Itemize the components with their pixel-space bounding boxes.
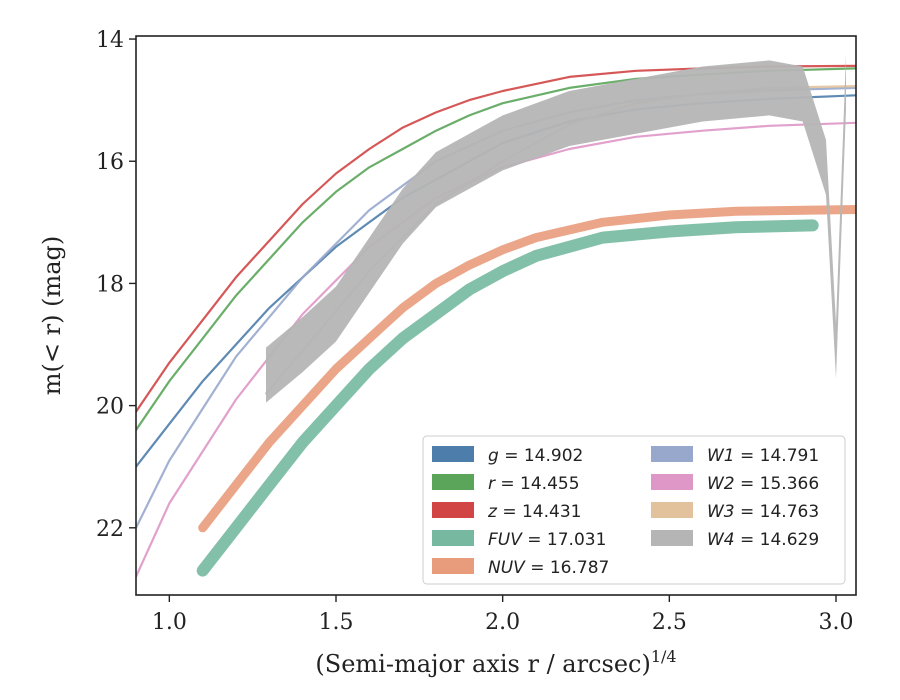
y-tick-label: 20 — [96, 395, 124, 420]
x-tick-label: 2.5 — [652, 610, 687, 635]
legend-swatch — [432, 474, 474, 490]
legend-swatch — [432, 558, 474, 574]
legend-item: NUV = 16.787 — [432, 558, 609, 578]
legend-item: W4 = 14.629 — [651, 530, 819, 550]
x-tick-label: 1.5 — [319, 610, 354, 635]
legend-item: W2 = 15.366 — [651, 474, 819, 494]
plot-frame — [135, 35, 857, 596]
legend-label: W3 = 14.763 — [707, 502, 819, 522]
legend-label: g = 14.902 — [488, 446, 583, 466]
y-tick-label: 16 — [96, 150, 124, 175]
axes-layer: 1.0 1.5 2.0 2.5 3.0 14 16 18 20 22 — [96, 28, 857, 635]
legend-swatch — [651, 530, 693, 546]
series-nuv — [198, 205, 856, 533]
legend-item: FUV = 17.031 — [432, 530, 606, 550]
legend-box — [422, 435, 846, 585]
legend-item: W3 = 14.763 — [651, 502, 819, 522]
series-z-line — [136, 64, 856, 413]
legend-label: FUV = 17.031 — [488, 530, 606, 550]
series-fuv-line — [196, 219, 819, 577]
series-nuv-line — [198, 205, 856, 533]
legend-swatch — [651, 446, 693, 462]
legend-swatch — [432, 530, 474, 546]
series-fuv — [196, 219, 819, 577]
legend-item: z = 14.431 — [432, 502, 581, 522]
legend-swatch — [651, 474, 693, 490]
series-z — [136, 64, 856, 413]
legend-item: W1 = 14.791 — [651, 446, 819, 466]
legend-label: NUV = 16.787 — [488, 558, 609, 578]
series-w4 — [266, 54, 846, 403]
legend-label: r = 14.455 — [488, 474, 580, 494]
x-tick-label: 3.0 — [819, 610, 854, 635]
y-tick-label: 18 — [96, 272, 124, 297]
series-layer — [136, 54, 856, 578]
legend-swatch — [651, 502, 693, 518]
legend-swatch — [432, 502, 474, 518]
y-tick-label: 22 — [96, 517, 124, 542]
y-axis-title: m(< r) (mag) — [38, 236, 66, 395]
legend-item: g = 14.902 — [432, 446, 583, 466]
series-w4-band — [266, 54, 846, 403]
legend-swatch — [432, 446, 474, 462]
legend-item: r = 14.455 — [432, 474, 580, 494]
x-tick-label: 2.0 — [485, 610, 520, 635]
y-tick-label: 14 — [96, 28, 124, 53]
legend-label: z = 14.431 — [487, 502, 581, 522]
legend-label: W1 = 14.791 — [707, 446, 819, 466]
x-tick-label: 1.0 — [152, 610, 187, 635]
x-axis-title: (Semi-major axis r / arcsec)1/4 — [315, 647, 676, 678]
legend-label: W2 = 15.366 — [707, 474, 819, 494]
legend: g = 14.902 r = 14.455 z = 14.431 FUV = 17.0… — [422, 435, 846, 585]
legend-label: W4 = 14.629 — [707, 530, 819, 550]
